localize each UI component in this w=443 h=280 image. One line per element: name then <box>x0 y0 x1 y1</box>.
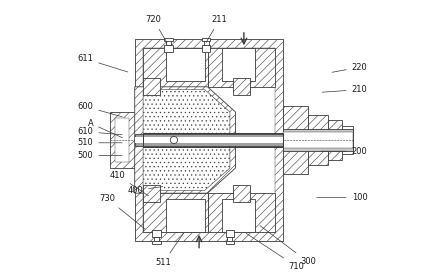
Polygon shape <box>135 140 236 193</box>
Bar <box>233 78 249 95</box>
Text: 600: 600 <box>78 102 122 117</box>
Bar <box>342 126 353 154</box>
Bar <box>225 241 234 244</box>
Bar <box>222 48 255 81</box>
Bar <box>328 120 342 160</box>
Text: 100: 100 <box>317 193 367 202</box>
Bar <box>283 129 353 151</box>
Bar <box>135 39 283 241</box>
Text: 211: 211 <box>206 15 227 42</box>
Bar <box>143 78 160 95</box>
Bar <box>222 199 255 232</box>
Bar <box>227 237 233 241</box>
Bar <box>225 230 234 237</box>
Polygon shape <box>143 90 230 137</box>
Bar <box>135 134 283 146</box>
Circle shape <box>170 136 178 144</box>
Text: 220: 220 <box>332 63 367 72</box>
Text: 720: 720 <box>145 15 167 42</box>
Text: 510: 510 <box>78 138 122 147</box>
Text: 300: 300 <box>260 226 316 266</box>
Text: A: A <box>88 119 122 138</box>
Bar <box>283 106 308 174</box>
Bar <box>152 230 161 237</box>
Text: 730: 730 <box>100 194 145 229</box>
Bar <box>154 237 159 241</box>
Text: 610: 610 <box>78 127 122 136</box>
Text: 210: 210 <box>322 85 367 94</box>
Text: 500: 500 <box>78 151 122 160</box>
Bar <box>308 115 328 165</box>
Bar <box>164 38 173 41</box>
Bar <box>202 45 210 52</box>
Bar <box>204 40 209 45</box>
Bar <box>143 48 275 232</box>
Bar <box>207 48 275 87</box>
Bar <box>283 132 353 148</box>
Polygon shape <box>135 87 236 140</box>
Bar <box>164 45 173 52</box>
Text: 410: 410 <box>109 171 148 196</box>
Bar <box>166 48 205 81</box>
Text: 611: 611 <box>78 54 128 72</box>
Text: 710: 710 <box>246 233 305 271</box>
Bar <box>143 193 207 232</box>
Bar <box>207 193 275 232</box>
Bar <box>233 185 249 202</box>
Bar <box>115 118 129 162</box>
Bar <box>135 137 283 143</box>
Text: 400: 400 <box>127 186 163 195</box>
Bar <box>143 185 160 202</box>
Bar <box>152 241 161 244</box>
Bar <box>143 48 207 87</box>
Bar <box>166 199 205 232</box>
Polygon shape <box>143 143 230 190</box>
Bar <box>202 38 210 41</box>
Bar <box>166 40 171 45</box>
Bar <box>143 133 283 147</box>
Bar <box>109 112 135 168</box>
Text: 511: 511 <box>155 233 183 267</box>
Text: 200: 200 <box>321 147 367 156</box>
